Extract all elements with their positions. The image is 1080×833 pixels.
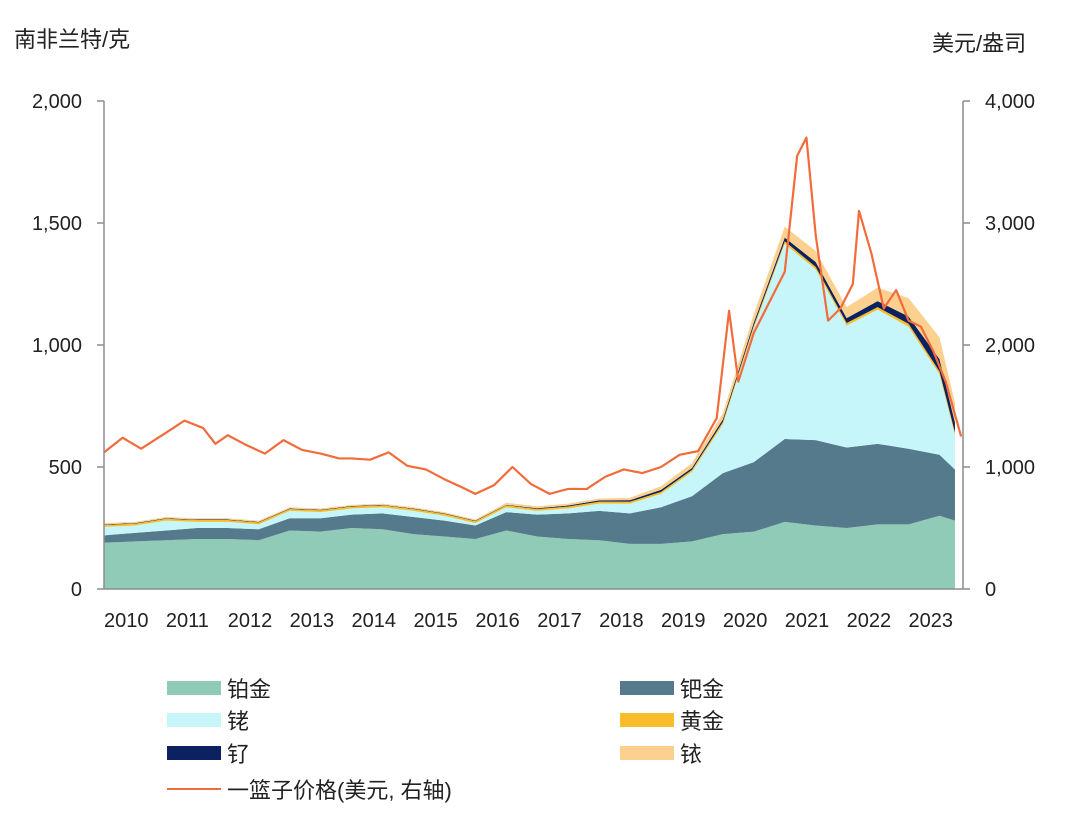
x-tick-label: 2018 (599, 610, 644, 632)
legend-item-palladium: 钯金 (620, 674, 724, 702)
x-tick-label: 2017 (537, 610, 582, 632)
left-tick-label: 1,000 (32, 335, 82, 357)
line-basket (103, 136, 963, 495)
legend-label-platinum: 铂金 (227, 677, 272, 702)
left-tick-label: 1,500 (32, 213, 82, 235)
x-tick-label: 2014 (352, 610, 397, 632)
right-axis-unit: 美元/盎司 (932, 31, 1027, 56)
left-tick-label: 0 (71, 579, 82, 601)
legend-swatch-platinum (167, 681, 221, 695)
x-tick-label: 2022 (847, 610, 892, 632)
legend-item-basket: 一篮子价格(美元, 右轴) (167, 775, 452, 803)
x-tick-label: 2015 (413, 610, 458, 632)
legend-swatch-rhodium (167, 713, 221, 727)
left-tick-label: 500 (49, 457, 82, 479)
right-tick-label: 4,000 (985, 91, 1035, 113)
basket-price-line (103, 136, 963, 495)
legend-swatch-gold (620, 713, 674, 727)
legend-item-iridium: 铱 (620, 739, 702, 767)
legend-label-palladium: 钯金 (680, 677, 725, 702)
area-rhodium (104, 243, 955, 536)
x-tick-label: 2016 (475, 610, 520, 632)
x-tick-label: 2011 (166, 610, 209, 632)
right-tick-label: 0 (985, 579, 996, 601)
x-tick-label: 2023 (909, 610, 954, 632)
right-tick-label: 2,000 (985, 335, 1035, 357)
x-tick-label: 2012 (228, 610, 272, 632)
x-tick-label: 2013 (290, 610, 335, 632)
legend-swatch-palladium (620, 681, 674, 695)
left-tick-label: 2,000 (32, 91, 82, 113)
legend-label-rhodium: 铑 (227, 709, 250, 734)
x-tick-label: 2021 (785, 610, 830, 632)
legend-label-basket: 一篮子价格(美元, 右轴) (227, 778, 452, 803)
legend-label-iridium: 铱 (680, 742, 703, 767)
legend-item-gold: 黄金 (620, 706, 724, 734)
right-tick-label: 1,000 (985, 457, 1035, 479)
left-axis-unit: 南非兰特/克 (14, 27, 131, 52)
legend-swatch-iridium (620, 746, 674, 760)
legend-swatch-ruthenium (167, 746, 221, 760)
legend-swatch-basket (167, 788, 221, 790)
legend-item-platinum: 铂金 (167, 674, 271, 702)
legend-item-ruthenium: 钌 (167, 739, 249, 767)
legend-label-ruthenium: 钌 (227, 742, 250, 767)
axes: 0 500 1,000 1,500 2,000 0 1,000 2,000 3,000 4,000… (32, 91, 1035, 632)
x-tick-label: 2010 (104, 610, 149, 632)
stacked-areas (104, 226, 955, 589)
area-platinum (104, 515, 955, 589)
x-tick-label: 2020 (723, 610, 768, 632)
legend-label-gold: 黄金 (680, 709, 725, 734)
area-palladium (104, 438, 955, 544)
legend-item-rhodium: 铑 (167, 706, 249, 734)
x-tick-label: 2019 (661, 610, 706, 632)
right-tick-label: 3,000 (985, 213, 1035, 235)
